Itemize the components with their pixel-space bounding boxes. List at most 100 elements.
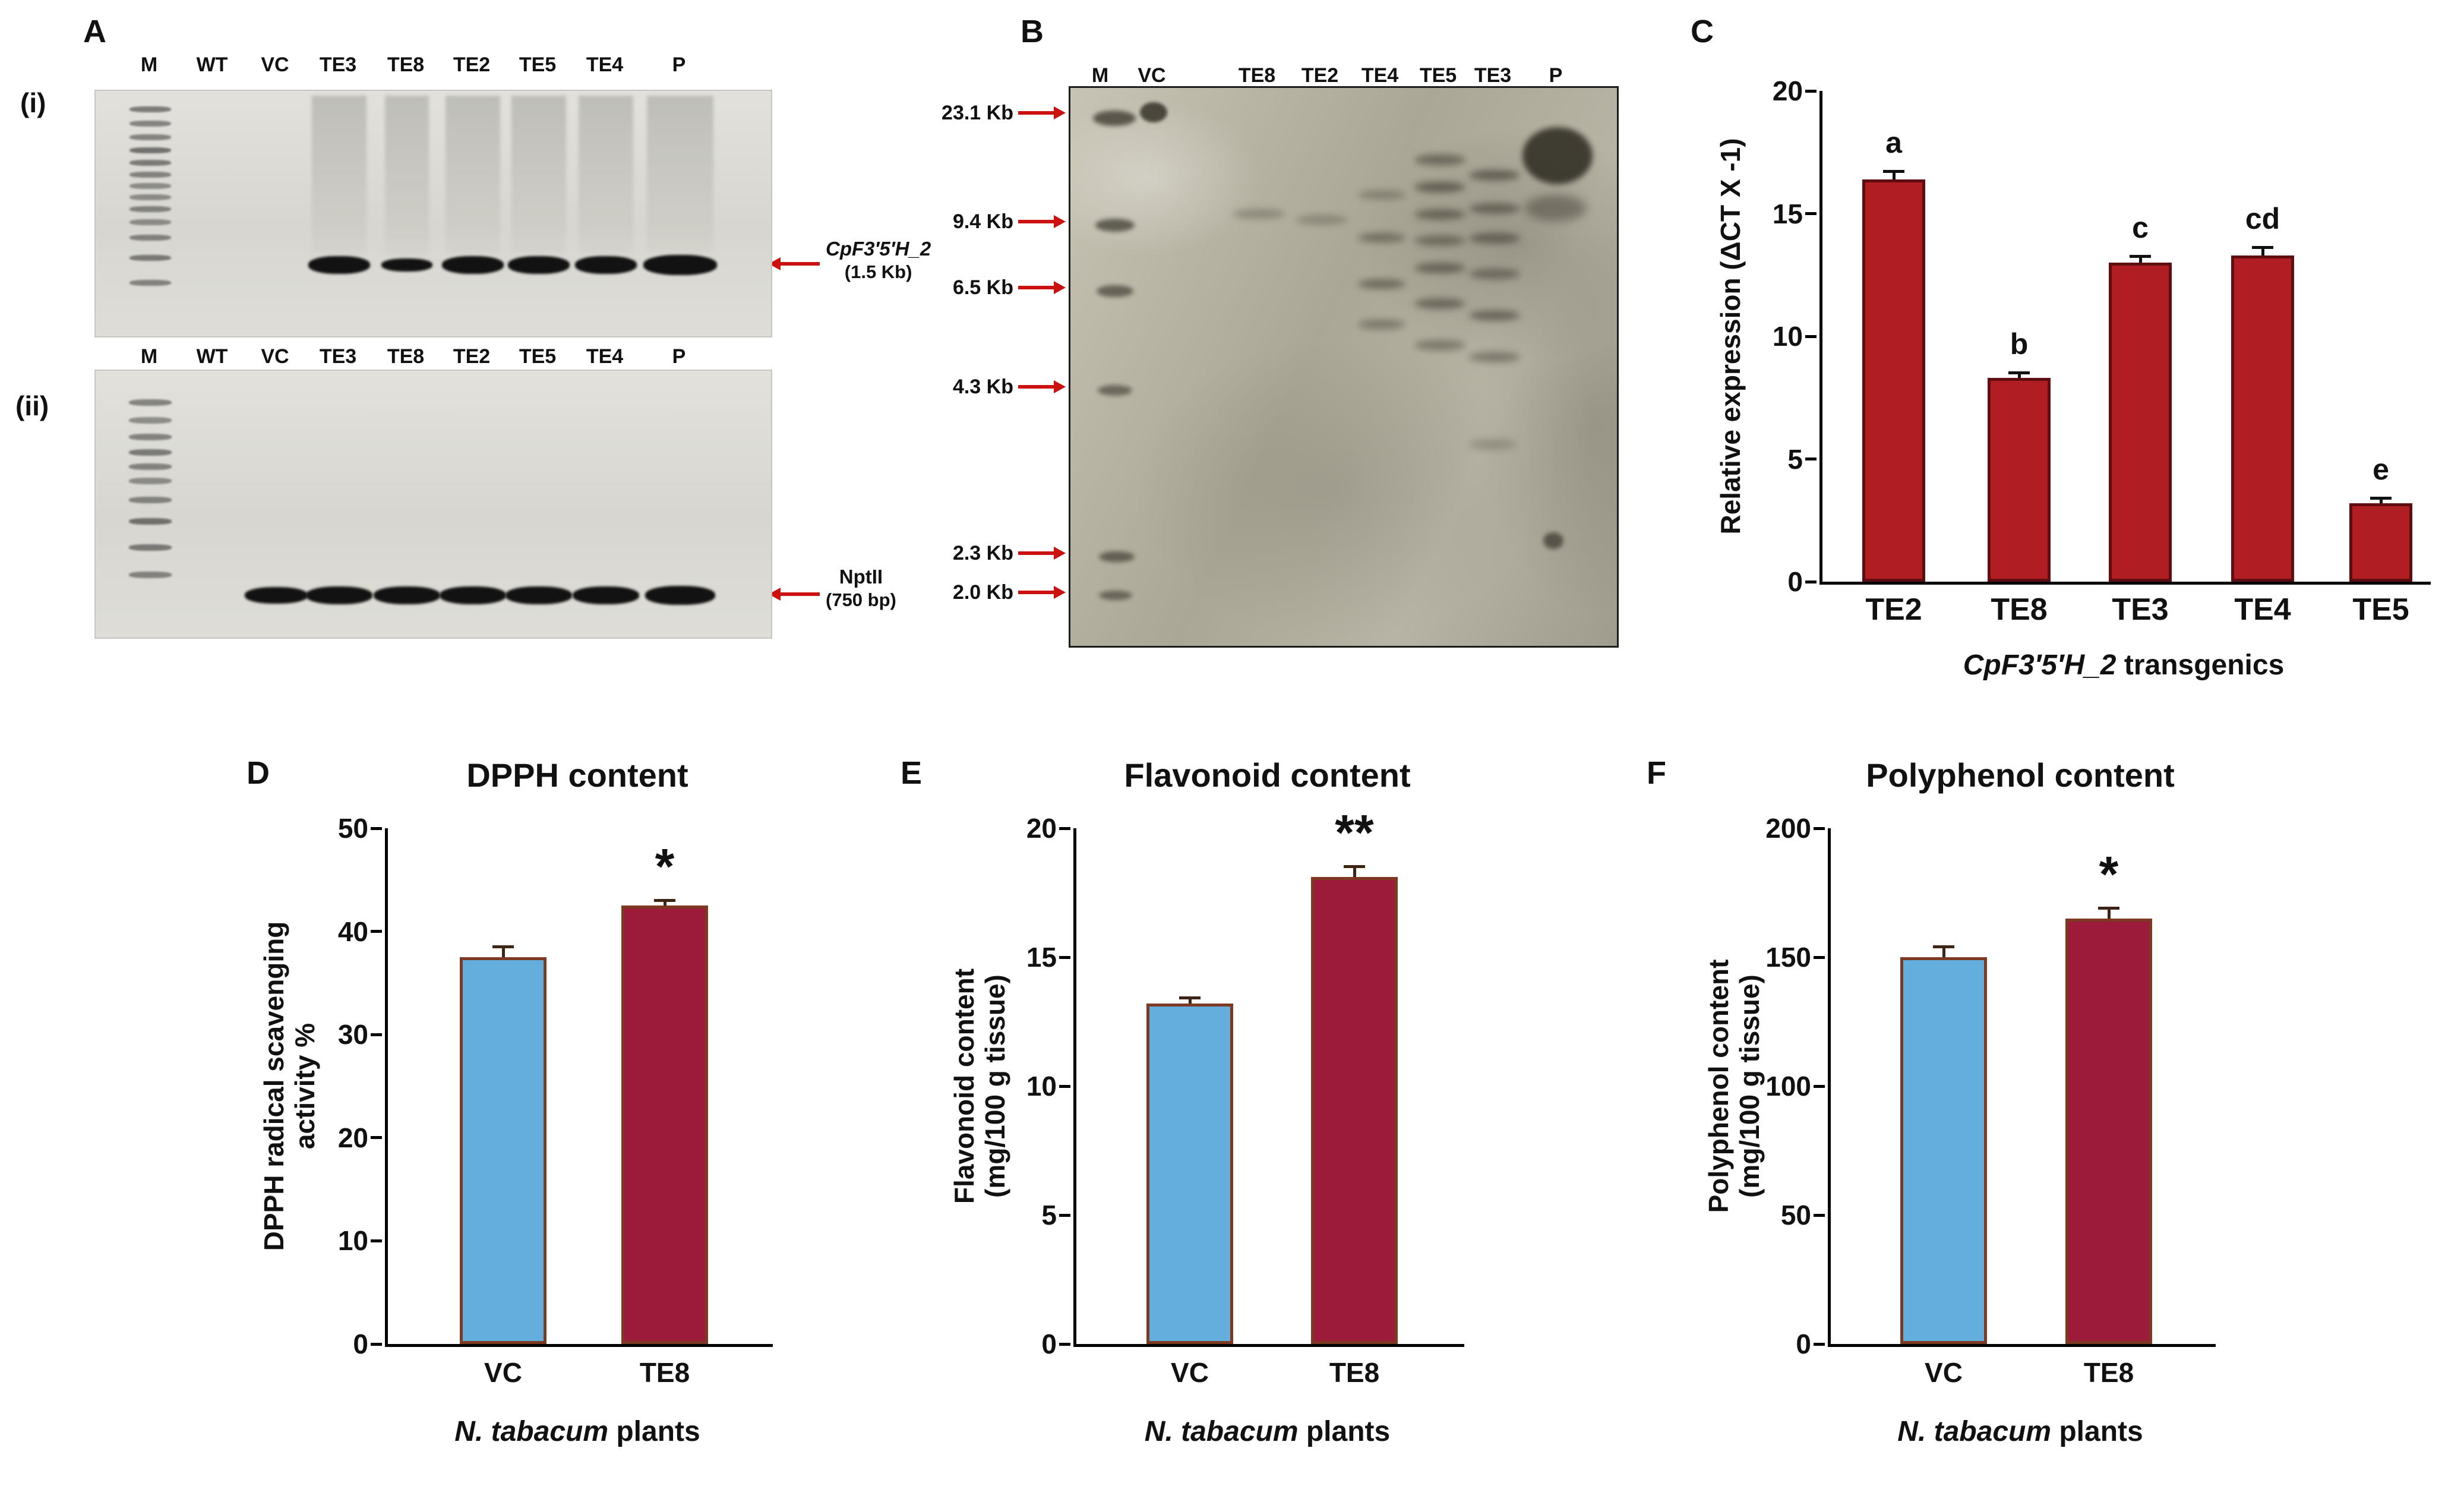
y-axis-tick xyxy=(1805,335,1817,338)
panel-label-e: E xyxy=(901,755,923,791)
gel-lane-label: WT xyxy=(196,345,228,368)
hybridization-band xyxy=(1469,310,1520,321)
panel-label-d: D xyxy=(247,755,270,791)
lane-smear xyxy=(385,96,429,255)
y-axis-tick xyxy=(371,1033,382,1036)
y-tick-label: 10 xyxy=(1772,321,1803,352)
y-tick-label: 10 xyxy=(1026,1071,1057,1102)
gel-lane-label: M xyxy=(140,53,158,76)
dna-band xyxy=(245,587,308,604)
y-axis-title: Polyphenol content (mg/100 g tissue) xyxy=(1703,828,1765,1344)
panel-label-a: A xyxy=(83,14,106,49)
dna-band xyxy=(645,586,715,605)
bar-VC xyxy=(460,957,546,1344)
gel-lane-label: VC xyxy=(261,53,289,76)
bar-TE2 xyxy=(1862,179,1925,582)
ladder-band xyxy=(129,160,171,166)
ladder-band xyxy=(129,183,171,189)
bar-TE8 xyxy=(621,906,708,1344)
bar-TE3 xyxy=(2109,263,2172,582)
y-tick-label: 20 xyxy=(1026,813,1057,844)
ladder-band xyxy=(129,147,171,153)
hybridization-band xyxy=(1414,154,1465,165)
chart-title: DPPH content xyxy=(466,756,688,794)
marker-arrow-icon xyxy=(1018,106,1066,119)
error-bar-stem xyxy=(2138,256,2142,263)
hybridization-band xyxy=(1469,269,1520,279)
arrow-shaft xyxy=(1018,591,1055,594)
ladder-band xyxy=(129,219,171,225)
x-axis-title-italic: N. tabacum xyxy=(1144,1416,1299,1447)
gene-name-label: CpF3′5′H_2 xyxy=(826,238,931,260)
y-tick-label: 15 xyxy=(1026,942,1057,973)
y-axis-tick xyxy=(1814,826,1825,830)
ladder-band xyxy=(129,255,171,261)
error-bar-stem xyxy=(2379,498,2383,503)
y-axis-title: Relative expression (ΔCT X -1) xyxy=(1715,91,1746,582)
hybridization-band xyxy=(1140,102,1167,122)
gel-ii-sublabel: (ii) xyxy=(15,390,49,421)
dna-band xyxy=(573,586,639,604)
panel-label-c: C xyxy=(1691,14,1714,49)
y-axis-tick xyxy=(1059,1213,1070,1217)
error-bar-stem xyxy=(1188,998,1192,1004)
gene-name-label: NptII xyxy=(839,566,883,588)
x-axis-title-rest: transgenics xyxy=(2116,649,2285,681)
error-bar-stem xyxy=(1892,172,1896,179)
gel-lane-label: TE5 xyxy=(519,345,557,368)
y-axis-tick xyxy=(1814,1342,1825,1346)
y-axis-tick xyxy=(1059,1084,1070,1088)
hybridization-band xyxy=(1296,215,1348,225)
marker-arrow-icon xyxy=(1018,586,1066,599)
arrowhead-icon xyxy=(1054,586,1066,599)
error-bar-cap xyxy=(492,945,514,948)
band-pointer-arrow-icon xyxy=(769,257,820,270)
y-tick-label: 0 xyxy=(353,1329,368,1359)
error-bar-stem xyxy=(501,947,505,957)
y-tick-label: 200 xyxy=(1765,813,1811,844)
dna-band xyxy=(506,586,572,604)
marker-arrow-icon xyxy=(1018,380,1066,393)
lane-smear xyxy=(446,96,500,253)
significance-annotation: * xyxy=(655,838,675,894)
error-bar-cap xyxy=(2130,254,2151,258)
y-tick-label: 30 xyxy=(337,1019,368,1050)
ladder-band xyxy=(129,417,172,424)
error-bar-cap xyxy=(1179,996,1201,1000)
error-bar-cap xyxy=(2252,246,2273,250)
gel-lane-label: TE8 xyxy=(387,53,425,76)
ladder-band xyxy=(129,206,171,212)
error-bar-stem xyxy=(1353,867,1356,878)
marker-size-label: 4.3 Kb xyxy=(952,375,1013,398)
hybridization-band xyxy=(1099,591,1132,600)
bar-VC xyxy=(1900,957,1987,1344)
blot-lane-label: VC xyxy=(1138,64,1166,87)
arrow-shaft xyxy=(1018,286,1055,289)
y-axis-title-line: Flavonoid content xyxy=(949,968,980,1204)
arrowhead-icon xyxy=(1054,547,1066,560)
ladder-band xyxy=(129,121,171,127)
band-size-label: (750 bp) xyxy=(826,589,896,611)
significance-annotation: e xyxy=(2373,452,2389,486)
bar-TE4 xyxy=(2231,255,2294,582)
ladder-band xyxy=(129,134,171,140)
x-axis-title: N. tabacum plants xyxy=(454,1415,700,1448)
arrow-shaft xyxy=(779,262,820,266)
ladder-band xyxy=(129,478,172,484)
dna-band xyxy=(381,258,432,272)
arrow-shaft xyxy=(779,592,820,596)
hybridization-band xyxy=(1469,352,1520,362)
error-bar-cap xyxy=(654,898,675,902)
gel-lane-label: P xyxy=(672,53,686,76)
arrowhead-icon xyxy=(1054,281,1066,294)
bar-TE8 xyxy=(1311,877,1398,1344)
y-axis-tick xyxy=(1059,955,1070,959)
y-tick-label: 100 xyxy=(1765,1071,1811,1102)
significance-annotation: a xyxy=(1885,126,1902,160)
ladder-band xyxy=(129,434,172,440)
gel-photo xyxy=(94,90,772,337)
y-axis-tick xyxy=(1805,458,1817,460)
blot-lane-label: P xyxy=(1549,64,1563,87)
panel-label-f: F xyxy=(1647,755,1666,791)
significance-annotation: cd xyxy=(2245,202,2280,236)
